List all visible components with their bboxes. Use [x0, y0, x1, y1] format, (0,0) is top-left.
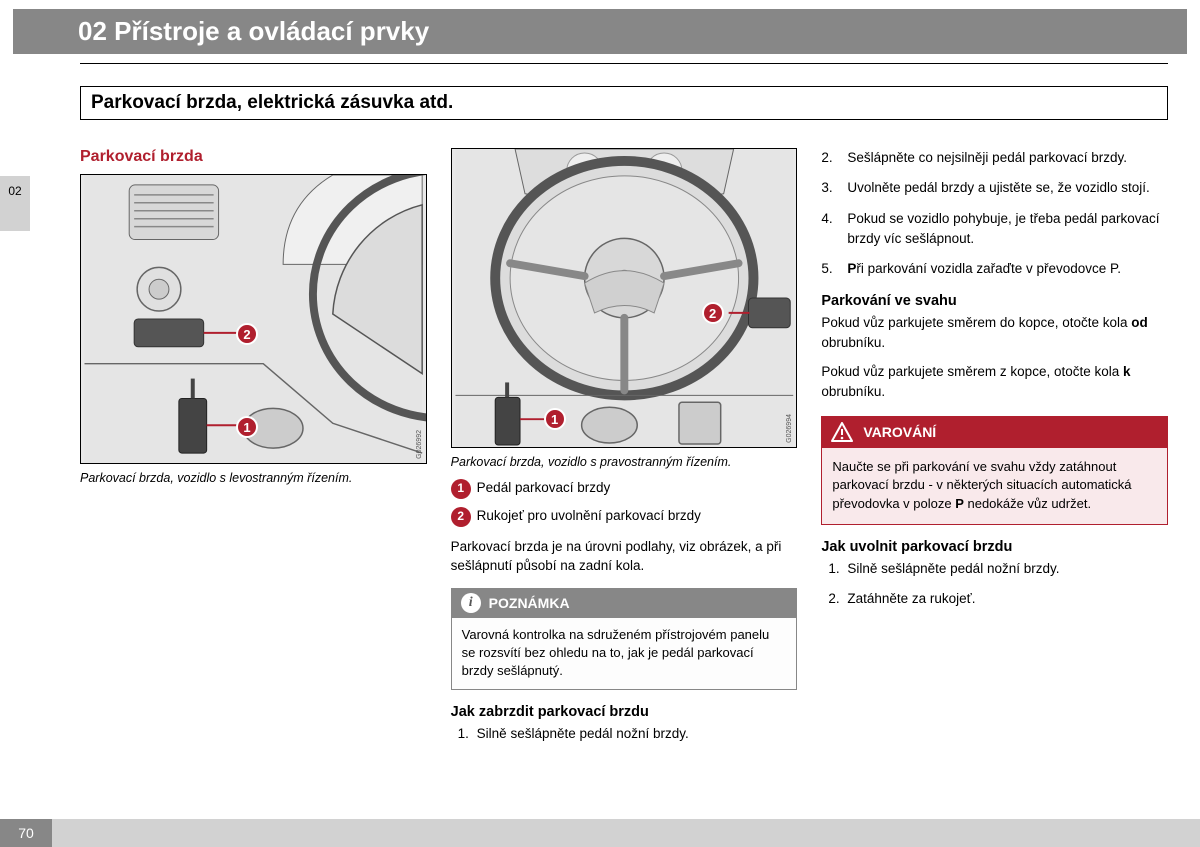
col3-step3: Uvolněte pedál brzdy a ujistěte se, že v…: [821, 178, 1168, 198]
section-title: Parkovací brzda, elektrická zásuvka atd.: [91, 92, 1157, 114]
col3-steps-continuation: Sešlápněte co nejsilněji pedál parkovací…: [821, 148, 1168, 279]
slope-up-bold: od: [1131, 315, 1148, 330]
warning-body: Naučte se při parkování ve svahu vždy za…: [821, 448, 1168, 526]
col2-sub1: Jak zabrzdit parkovací brzdu: [451, 704, 798, 720]
legend-1-num: 1: [451, 479, 471, 499]
legend-2: 2 Rukojeť pro uvolnění parkovací brzdy: [451, 507, 798, 527]
fig1-caption: Parkovací brzda, vozidlo s levostranným …: [80, 470, 427, 487]
column-2: 1 2 G026994 Parkovací brzda, vozidlo s p…: [451, 148, 798, 754]
warning-icon: [831, 422, 853, 442]
col3-step2-text: Sešlápněte co nejsilněji pedál parkovací…: [847, 150, 1127, 165]
release-step2: Zatáhněte za rukojeť.: [843, 589, 1168, 609]
legend-2-text: Rukojeť pro uvolnění parkovací brzdy: [477, 507, 701, 526]
col3-step4: Pokud se vozidlo pohybuje, je třeba pedá…: [821, 209, 1168, 250]
header-bar: 02 Přístroje a ovládací prvky: [13, 9, 1187, 54]
slope-down-bold: k: [1123, 364, 1131, 379]
slope-down: Pokud vůz parkujete směrem z kopce, otoč…: [821, 362, 1168, 401]
fig2-caption: Parkovací brzda, vozidlo s pravostranným…: [451, 454, 798, 471]
content-columns: Parkovací brzda: [80, 148, 1168, 754]
column-3: Sešlápněte co nejsilněji pedál parkovací…: [821, 148, 1168, 754]
col1-heading: Parkovací brzda: [80, 148, 427, 166]
slope-up: Pokud vůz parkujete směrem do kopce, oto…: [821, 313, 1168, 352]
slope-up-post: obrubníku.: [821, 335, 885, 350]
release-step1: Silně sešlápněte pedál nožní brzdy.: [843, 559, 1168, 579]
note-body: Varovná kontrolka na sdruženém přístrojo…: [451, 618, 798, 690]
section-title-box: Parkovací brzda, elektrická zásuvka atd.: [80, 86, 1168, 120]
info-icon: i: [461, 593, 481, 613]
fig1-callout-2: 2: [236, 323, 258, 345]
footer-bar: [0, 819, 1200, 847]
col2-apply-list: Silně sešlápněte pedál nožní brzdy.: [451, 724, 798, 744]
col2-step1: Silně sešlápněte pedál nožní brzdy.: [473, 724, 798, 744]
fig2-callout-1: 1: [544, 408, 566, 430]
sub-slope: Parkování ve svahu: [821, 293, 1168, 309]
release-list: Silně sešlápněte pedál nožní brzdy. Zatá…: [821, 559, 1168, 610]
warning-header: VAROVÁNÍ: [821, 416, 1168, 448]
fig1-callout-1: 1: [236, 416, 258, 438]
legend-2-num: 2: [451, 507, 471, 527]
legend-1: 1 Pedál parkovací brzdy: [451, 479, 798, 499]
col3-step5-text: Při parkování vozidla zařaďte v převodov…: [847, 261, 1121, 276]
fig2-callout-2: 2: [702, 302, 724, 324]
slope-down-pre: Pokud vůz parkujete směrem z kopce, otoč…: [821, 364, 1123, 379]
note-header: i POZNÁMKA: [451, 588, 798, 618]
legend-1-text: Pedál parkovací brzdy: [477, 479, 611, 498]
page-number: 70: [0, 819, 52, 847]
col3-step5: Při parkování vozidla zařaďte v převodov…: [821, 259, 1168, 279]
fig1-image-id: G026992: [416, 430, 423, 459]
col2-para1: Parkovací brzda je na úrovni podlahy, vi…: [451, 537, 798, 576]
figure-left-hand-drive: 1 2 G026992: [80, 174, 427, 464]
col3-step4-text: Pokud se vozidlo pohybuje, je třeba pedá…: [847, 211, 1159, 246]
col3-step2: Sešlápněte co nejsilněji pedál parkovací…: [821, 148, 1168, 168]
warn-post: nedokáže vůz udržet.: [964, 496, 1091, 511]
header-underline: [80, 63, 1168, 64]
slope-down-post: obrubníku.: [821, 384, 885, 399]
sub-release: Jak uvolnit parkovací brzdu: [821, 539, 1168, 555]
column-1: Parkovací brzda: [80, 148, 427, 754]
note-label: POZNÁMKA: [489, 595, 570, 611]
figure-right-hand-drive: 1 2 G026994: [451, 148, 798, 448]
side-tab: 02: [0, 176, 30, 231]
fig2-image-id: G026994: [786, 414, 793, 443]
warning-box: VAROVÁNÍ Naučte se při parkování ve svah…: [821, 416, 1168, 526]
note-box: i POZNÁMKA Varovná kontrolka na sdružené…: [451, 588, 798, 690]
col3-step3-text: Uvolněte pedál brzdy a ujistěte se, že v…: [847, 180, 1149, 195]
col3-step5-inner: Při parkování vozidla zařaďte v převodov…: [847, 261, 1121, 276]
warn-bold: P: [955, 496, 964, 511]
chapter-title: 02 Přístroje a ovládací prvky: [78, 16, 429, 47]
slope-up-pre: Pokud vůz parkujete směrem do kopce, oto…: [821, 315, 1131, 330]
warning-label: VAROVÁNÍ: [863, 424, 936, 440]
